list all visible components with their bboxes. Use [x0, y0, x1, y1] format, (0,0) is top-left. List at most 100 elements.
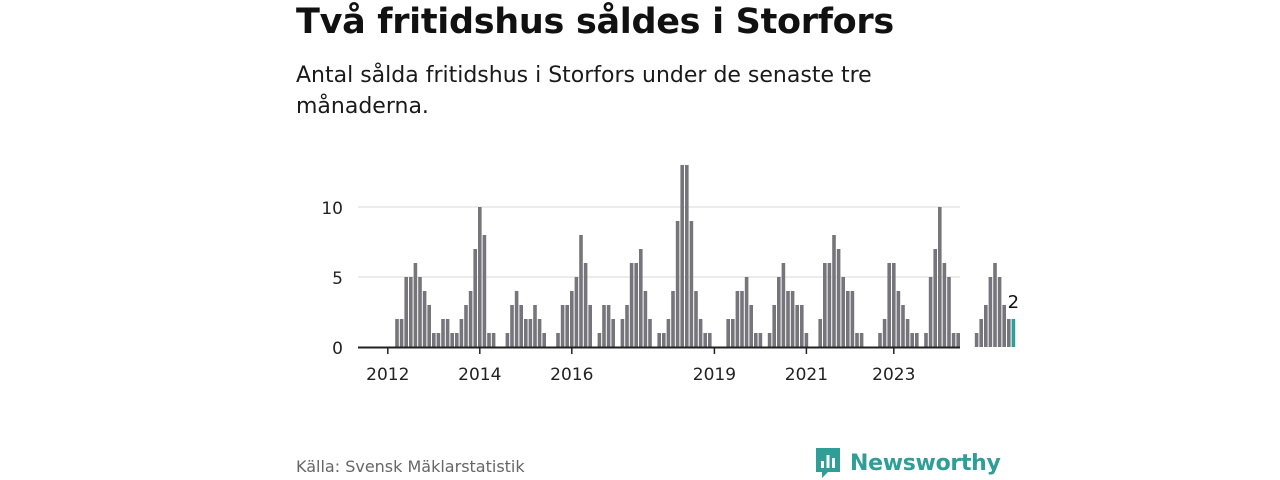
- bar: [882, 319, 887, 347]
- bar: [878, 333, 882, 347]
- bar: [901, 305, 905, 347]
- bar: [841, 277, 845, 347]
- bar: [441, 319, 445, 347]
- bar: [570, 291, 574, 347]
- x-tick-label: 2019: [693, 365, 736, 385]
- bar: [754, 333, 758, 347]
- bar: [896, 291, 901, 347]
- bar: [514, 291, 519, 347]
- bar: [938, 207, 942, 347]
- bar: [524, 319, 528, 347]
- chart-title: Två fritidshus såldes i Storfors: [296, 2, 894, 42]
- y-axis-labels: 0 5 10: [321, 199, 343, 359]
- bar: [574, 277, 579, 347]
- bar: [836, 249, 841, 347]
- bar: [648, 319, 652, 347]
- bar: [832, 235, 836, 347]
- bar: [639, 249, 643, 347]
- bar: [597, 333, 602, 347]
- bar: [685, 165, 689, 347]
- bar: [478, 207, 482, 347]
- bar: [606, 305, 611, 347]
- bar: [984, 305, 988, 347]
- bar: [432, 333, 436, 347]
- chart-subtitle: Antal sålda fritidshus i Storfors under …: [296, 63, 872, 119]
- bar: [698, 319, 703, 347]
- bar: [427, 305, 431, 347]
- gridlines: [358, 206, 960, 278]
- bar: [790, 291, 795, 347]
- bar: [399, 319, 404, 347]
- x-axis-ticks: 2012 2014 2016 2019 2021 2023: [366, 347, 915, 385]
- bar: [556, 333, 560, 347]
- bar: [915, 333, 919, 347]
- bar: [404, 277, 408, 347]
- bar: [818, 319, 822, 347]
- bar: [455, 333, 459, 347]
- bar: [694, 291, 698, 347]
- bar: [450, 333, 454, 347]
- bar: [519, 305, 523, 347]
- bar: [786, 291, 790, 347]
- bar: [395, 319, 399, 347]
- bar: [620, 319, 625, 347]
- bar: [436, 333, 441, 347]
- bar: [671, 291, 675, 347]
- bar: [459, 319, 464, 347]
- bar: [942, 263, 947, 347]
- x-tick-label: 2021: [785, 365, 828, 385]
- bar: [625, 305, 629, 347]
- bar: [804, 333, 809, 347]
- bar: [445, 319, 450, 347]
- bar: [611, 319, 615, 347]
- bar: [422, 291, 427, 347]
- bar: [468, 291, 473, 347]
- bar: [910, 333, 914, 347]
- bar: [767, 333, 772, 347]
- bar: [988, 277, 993, 347]
- bar: [560, 305, 565, 347]
- bar: [726, 319, 730, 347]
- bar: [1002, 305, 1006, 347]
- bar: [979, 319, 983, 347]
- x-tick-label: 2016: [550, 365, 593, 385]
- bar: [781, 263, 786, 347]
- bar: [823, 263, 827, 347]
- bar: [997, 277, 1002, 347]
- bar: [947, 277, 951, 347]
- bar: [951, 333, 956, 347]
- bars: [395, 165, 1016, 347]
- source-note: Källa: Svensk Mäklarstatistik: [296, 457, 525, 476]
- bar-latest: [1011, 319, 1016, 347]
- newsworthy-logo-text: Newsworthy: [850, 450, 1001, 476]
- bar: [933, 249, 937, 347]
- newsworthy-logo-icon: [816, 448, 840, 478]
- bar: [859, 333, 864, 347]
- bar: [565, 305, 569, 347]
- bar: [413, 263, 418, 347]
- bar: [744, 277, 749, 347]
- annotations: 2: [1008, 292, 1019, 313]
- bar: [708, 333, 712, 347]
- bar: [588, 305, 592, 347]
- x-tick-label: 2023: [872, 365, 915, 385]
- bar: [583, 263, 588, 347]
- newsworthy-logo[interactable]: Newsworthy: [814, 446, 1001, 480]
- bar: [846, 291, 850, 347]
- bar: [850, 291, 855, 347]
- bar: [1007, 319, 1011, 347]
- bar: [680, 165, 684, 347]
- bar: [777, 277, 781, 347]
- bar: [666, 319, 671, 347]
- bar: [993, 263, 997, 347]
- bar: [924, 333, 928, 347]
- y-tick-label: 10: [321, 199, 343, 219]
- bar: [537, 319, 542, 347]
- bar: [542, 333, 546, 347]
- bar: [634, 263, 638, 347]
- x-tick-label: 2012: [366, 365, 409, 385]
- bar: [749, 305, 753, 347]
- bar: [579, 235, 583, 347]
- bar: [735, 291, 740, 347]
